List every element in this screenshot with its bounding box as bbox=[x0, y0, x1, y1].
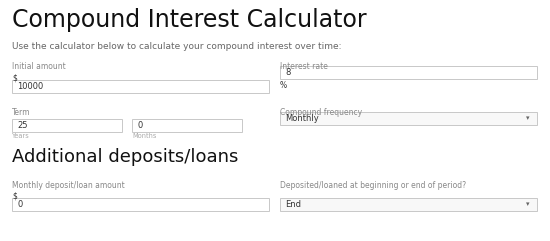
Text: Use the calculator below to calculate your compound interest over time:: Use the calculator below to calculate yo… bbox=[12, 42, 342, 51]
Text: 0: 0 bbox=[17, 200, 22, 209]
Text: 10000: 10000 bbox=[17, 82, 43, 91]
FancyBboxPatch shape bbox=[132, 119, 242, 132]
FancyBboxPatch shape bbox=[12, 119, 122, 132]
Text: %: % bbox=[280, 81, 287, 90]
FancyBboxPatch shape bbox=[280, 66, 537, 79]
FancyBboxPatch shape bbox=[12, 198, 269, 211]
Text: $: $ bbox=[12, 191, 17, 200]
Text: Initial amount: Initial amount bbox=[12, 62, 66, 71]
Text: ▾: ▾ bbox=[525, 115, 529, 121]
Text: Compound frequency: Compound frequency bbox=[280, 108, 362, 117]
Text: End: End bbox=[285, 200, 301, 209]
FancyBboxPatch shape bbox=[12, 80, 269, 93]
Text: 25: 25 bbox=[17, 121, 28, 130]
FancyBboxPatch shape bbox=[280, 198, 537, 211]
Text: Additional deposits/loans: Additional deposits/loans bbox=[12, 148, 238, 166]
FancyBboxPatch shape bbox=[280, 112, 537, 125]
Text: 0: 0 bbox=[137, 121, 142, 130]
Text: 8: 8 bbox=[285, 68, 290, 77]
Text: Monthly deposit/loan amount: Monthly deposit/loan amount bbox=[12, 181, 125, 190]
Text: Compound Interest Calculator: Compound Interest Calculator bbox=[12, 8, 367, 32]
Text: Interest rate: Interest rate bbox=[280, 62, 328, 71]
Text: $: $ bbox=[12, 73, 17, 82]
Text: Months: Months bbox=[132, 133, 156, 139]
Text: Deposited/loaned at beginning or end of period?: Deposited/loaned at beginning or end of … bbox=[280, 181, 466, 190]
Text: Years: Years bbox=[12, 133, 30, 139]
Text: Term: Term bbox=[12, 108, 30, 117]
Text: Monthly: Monthly bbox=[285, 114, 319, 123]
Text: ▾: ▾ bbox=[525, 201, 529, 208]
